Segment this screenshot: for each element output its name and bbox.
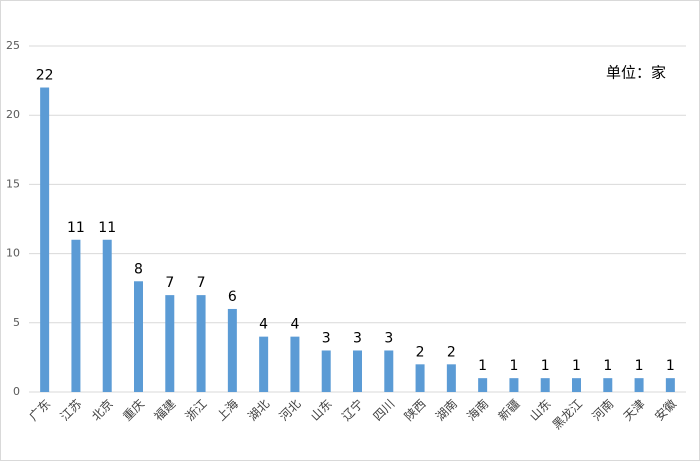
unit-annotation: 单位：家	[606, 64, 666, 82]
value-label: 7	[165, 275, 174, 291]
value-label: 1	[666, 358, 675, 374]
value-label: 4	[259, 317, 268, 333]
value-label: 1	[509, 358, 518, 374]
value-label: 4	[290, 317, 299, 333]
bar	[259, 336, 269, 392]
y-tick-label: 25	[6, 39, 20, 52]
bar	[540, 378, 550, 392]
bar	[446, 364, 456, 392]
y-tick-label: 5	[13, 316, 20, 329]
bar	[572, 378, 581, 392]
bar	[321, 350, 331, 392]
value-label: 8	[134, 261, 143, 277]
value-label: 2	[447, 344, 456, 360]
bar	[134, 281, 143, 392]
bar	[603, 378, 613, 392]
bar	[227, 308, 237, 392]
bar	[165, 295, 175, 392]
value-label: 1	[541, 358, 550, 374]
bar	[634, 378, 644, 392]
value-label: 6	[228, 289, 237, 305]
value-label: 1	[635, 358, 644, 374]
bar	[71, 239, 81, 392]
value-label: 22	[36, 68, 54, 84]
bar	[509, 378, 519, 392]
value-label: 3	[384, 330, 393, 346]
y-tick-label: 20	[6, 108, 20, 121]
bar	[353, 350, 362, 392]
y-tick-label: 10	[6, 247, 20, 260]
value-label: 1	[603, 358, 612, 374]
y-tick-label: 15	[6, 177, 20, 190]
bar	[290, 336, 300, 392]
value-label: 11	[67, 220, 85, 236]
value-label: 3	[353, 330, 362, 346]
bar	[196, 295, 206, 392]
bar	[478, 378, 488, 392]
value-label: 2	[416, 344, 425, 360]
value-label: 1	[478, 358, 487, 374]
value-label: 11	[98, 220, 116, 236]
y-tick-label: 0	[13, 385, 20, 398]
bar	[665, 378, 675, 392]
bar	[384, 350, 394, 392]
value-label: 3	[322, 330, 331, 346]
bar	[40, 87, 50, 393]
bar	[102, 239, 112, 392]
value-label: 7	[197, 275, 206, 291]
value-label: 1	[572, 358, 581, 374]
bar	[415, 364, 425, 392]
